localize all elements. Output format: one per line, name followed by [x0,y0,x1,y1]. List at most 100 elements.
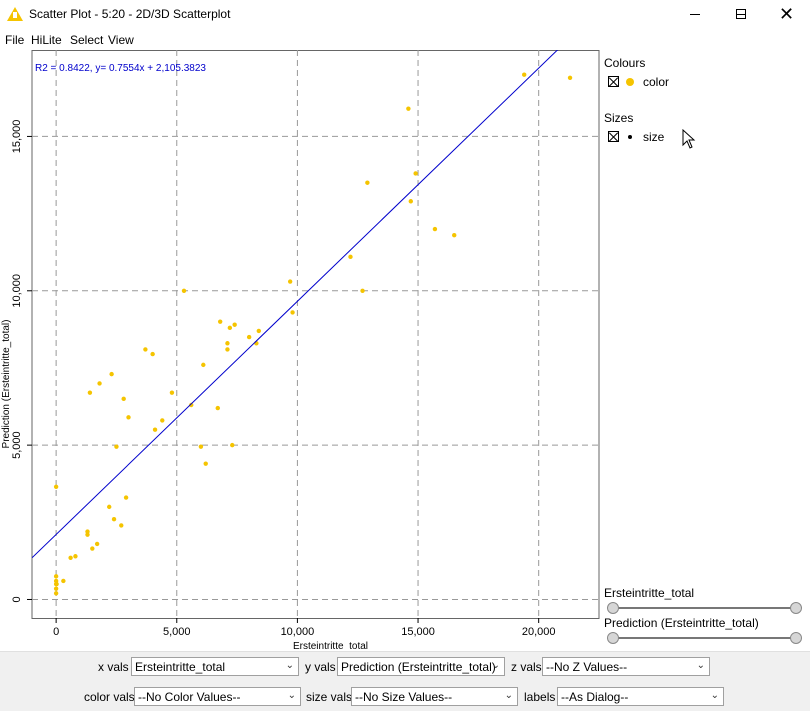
data-point [169,390,175,395]
y-vals-select[interactable]: Prediction (Ersteintritte_total) ⌄ [337,657,505,676]
regression-annotation: R2 = 0.8422, y= 0.7554x + 2,105.3823 [35,63,206,74]
data-point [203,461,208,466]
data-point [522,72,527,77]
x-range-max-handle[interactable] [790,602,802,614]
x-tick-label: 15,000 [401,626,435,638]
data-point [54,581,59,587]
regression-line [32,50,559,559]
minimize-icon [690,14,700,15]
x-axis-label: Ersteintritte_total [293,641,368,650]
data-point [85,529,90,534]
minimize-button[interactable] [718,0,764,30]
x-vals-select[interactable]: Ersteintritte_total ⌄ [131,657,299,676]
chevron-down-icon: ⌄ [285,660,294,671]
data-point [73,554,78,559]
close-icon: ✕ [779,4,795,24]
data-point [230,442,235,448]
data-point [290,310,295,315]
chevron-down-icon: ⌄ [696,660,705,671]
data-point [143,347,148,352]
data-point [189,402,194,408]
data-point [348,254,353,260]
data-point [87,390,93,395]
x-vals-value: Ersteintritte_total [135,660,226,674]
data-point [225,341,230,346]
data-point [150,351,155,357]
data-point [53,484,59,490]
axis-controls-bar: x vals Ersteintritte_total ⌄ y vals Predi… [0,651,810,711]
data-point [121,396,126,402]
data-point [53,586,59,591]
size-dot-icon [628,135,632,139]
colours-checkbox-icon[interactable] [608,76,619,87]
y-tick-label: 5,000 [11,431,23,459]
data-point [232,322,237,327]
data-point [217,319,223,324]
labels-select[interactable]: --As Dialog-- ⌄ [557,687,724,706]
data-point [114,444,119,449]
y-range-min-handle[interactable] [607,632,619,644]
data-point [53,591,59,596]
data-point [111,517,117,522]
data-point [225,347,230,352]
data-point [254,341,259,346]
data-point [61,578,66,584]
x-range-min-handle[interactable] [607,602,619,614]
y-vals-value: Prediction (Ersteintritte_total) [341,660,496,674]
data-point [53,574,59,579]
menu-select[interactable]: Select [70,33,104,47]
labels-value: --As Dialog-- [561,690,629,704]
chevron-down-icon: ⌄ [287,690,296,701]
sizes-checkbox-icon[interactable] [608,131,619,142]
data-point [567,75,573,80]
minimize-button-area[interactable] [672,0,718,30]
data-point [287,279,293,284]
data-point [181,288,187,293]
z-vals-select[interactable]: --No Z Values-- ⌄ [542,657,710,676]
data-point [432,226,438,232]
y-tick-label: 15,000 [11,120,23,154]
chevron-down-icon: ⌄ [504,690,513,701]
data-point [97,381,102,386]
y-range-slider-track[interactable] [608,637,794,639]
x-range-label: Ersteintritte_total [604,586,695,600]
data-point [94,541,100,547]
legend-panel: Colours color Sizes size Ersteintritte_t… [600,50,810,650]
y-range-max-handle[interactable] [790,632,802,644]
x-tick-label: 5,000 [163,626,191,638]
size-vals-select[interactable]: --No Size Values-- ⌄ [351,687,518,706]
menu-hilite[interactable]: HiLite [31,33,62,47]
color-vals-select[interactable]: --No Color Values-- ⌄ [134,687,301,706]
data-point [119,523,124,528]
colours-legend-title: Colours [604,56,646,70]
data-point [215,405,220,411]
data-point [123,495,129,500]
minimize-icon [736,14,746,15]
data-point [160,418,165,423]
data-point [68,555,73,561]
plot-frame [31,50,600,619]
scatter-plot-area[interactable]: 0 5,000 10,000 15,000 20,000 0 5,000 10,000 15,0… [0,50,600,652]
data-point [227,325,233,331]
y-axis-label: Prediction (Ersteintritte_total) [1,320,12,449]
sizes-legend-title: Sizes [604,111,634,125]
data-point [365,180,370,185]
scatterplot-app-icon [7,7,23,21]
y-tick-label: 10,000 [11,274,23,308]
chevron-down-icon: ⌄ [710,690,719,701]
y-vals-label: y vals [305,660,336,674]
window-title: Scatter Plot - 5:20 - 2D/3D Scatterplot [29,7,231,21]
scatter-plot-svg[interactable]: 0 5,000 10,000 15,000 20,000 0 5,000 10,000 15,0… [0,50,600,652]
x-tick-label: 10,000 [281,626,315,638]
labels-label: labels [524,690,556,704]
data-point [109,371,114,377]
x-tick-label: 0 [53,626,59,638]
chevron-down-icon: ⌄ [491,660,500,671]
data-point [406,106,411,111]
data-point [256,328,261,334]
menu-file[interactable]: File [5,33,25,47]
maximize-button[interactable] [718,0,764,30]
close-button[interactable]: ✕ [764,0,810,30]
menu-view[interactable]: View [108,33,134,47]
x-range-slider-track[interactable] [608,607,794,609]
